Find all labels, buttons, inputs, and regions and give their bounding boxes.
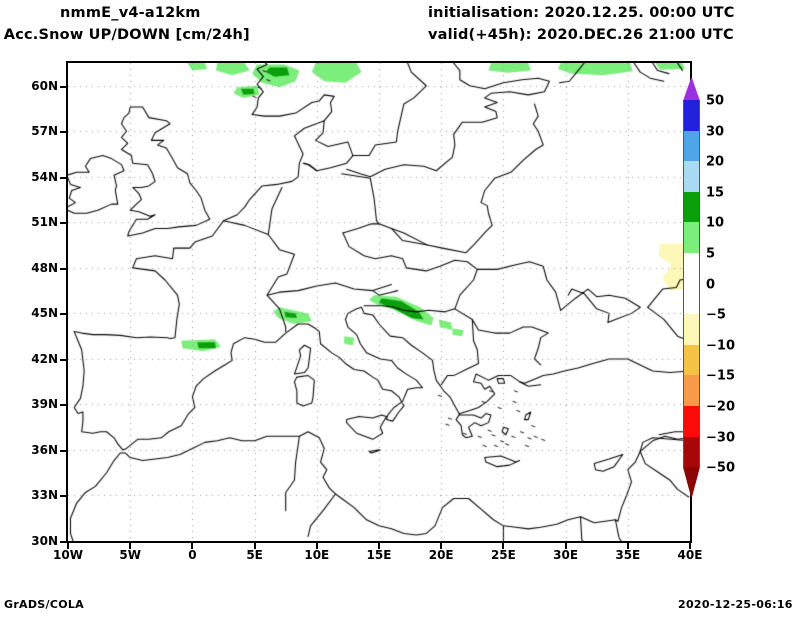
timestamp-label: 2020-12-25-06:16	[678, 598, 793, 611]
colorbar-tick-label: 20	[706, 154, 725, 170]
colorbar-segment	[683, 161, 700, 192]
colorbar-segment	[683, 405, 700, 437]
colorbar-tick-label: 10	[706, 215, 725, 231]
x-axis-tick-label: 30E	[553, 548, 579, 562]
colorbar	[683, 100, 700, 468]
y-axis-tick	[60, 313, 66, 316]
x-axis-tick-label: 10E	[304, 548, 330, 562]
x-axis-tick	[315, 543, 318, 549]
colorbar-tick-label: 50	[706, 93, 725, 109]
y-axis-tick	[60, 541, 66, 543]
colorbar-tick-label: 15	[706, 185, 725, 201]
y-axis-tick-label: 51N	[31, 215, 58, 230]
producer-label: GrADS/COLA	[4, 598, 84, 611]
x-axis-tick	[626, 543, 629, 549]
x-axis-tick-label: 40E	[677, 548, 703, 562]
x-axis-tick	[253, 543, 256, 549]
valid-time-label: valid(+45h): 2020.DEC.26 21:00 UTC	[428, 27, 734, 43]
x-axis-tick	[502, 543, 505, 549]
y-axis-tick	[60, 222, 66, 225]
x-axis-tick-label: 20E	[428, 548, 454, 562]
colorbar-top-arrow	[683, 78, 700, 101]
colorbar-segment	[683, 344, 700, 376]
y-axis-tick-label: 48N	[31, 260, 58, 275]
x-axis-tick-label: 15E	[366, 548, 392, 562]
colorbar-tick-label: −50	[706, 460, 735, 476]
colorbar-tick-label: −5	[706, 307, 726, 323]
model-name-label: nmmE_v4-a12km	[60, 5, 201, 21]
x-axis-tick-label: 10W	[53, 548, 83, 562]
colorbar-tick-label: −15	[706, 368, 735, 384]
colorbar-tick-label: 0	[706, 277, 716, 293]
x-axis-tick-label: 35E	[615, 548, 641, 562]
colorbar-segment	[683, 130, 700, 162]
field-name-label: h Acc.Snow UP/DOWN [cm/24h]	[0, 27, 250, 43]
y-axis-tick	[60, 131, 66, 134]
colorbar-segment	[683, 314, 700, 345]
initialisation-label: initialisation: 2020.12.25. 00:00 UTC	[428, 5, 735, 21]
colorbar-segment	[683, 436, 700, 468]
y-axis-tick	[60, 358, 66, 361]
y-axis-tick	[60, 449, 66, 452]
y-axis-tick-label: 39N	[31, 397, 58, 412]
y-axis-tick-label: 60N	[31, 78, 58, 93]
x-axis-tick	[564, 543, 567, 549]
colorbar-segment	[683, 375, 700, 406]
x-axis-tick-label: 5W	[119, 548, 141, 562]
colorbar-segment	[683, 252, 700, 284]
map-gridline-layer	[68, 63, 690, 541]
colorbar-tick-label: 30	[706, 124, 725, 140]
x-axis-tick	[129, 543, 132, 549]
x-axis-tick	[378, 543, 380, 549]
x-axis-tick-label: 0	[188, 548, 197, 562]
x-axis-tick	[440, 543, 443, 549]
colorbar-tick-label: −30	[706, 430, 735, 446]
colorbar-segment	[683, 222, 700, 253]
colorbar-segment	[683, 191, 700, 223]
y-axis-tick-label: 45N	[31, 306, 58, 321]
y-axis-tick	[60, 267, 66, 270]
y-axis-tick-label: 54N	[31, 169, 58, 184]
y-axis-tick	[60, 404, 66, 407]
y-axis-tick-label: 42N	[31, 351, 58, 366]
y-axis-tick-label: 30N	[31, 534, 58, 548]
y-axis-tick	[60, 176, 66, 179]
x-axis-tick	[67, 543, 69, 549]
x-axis-tick	[191, 543, 194, 549]
colorbar-segment	[683, 283, 700, 315]
colorbar-segment	[683, 100, 700, 131]
colorbar-tick-label: 5	[706, 246, 716, 262]
x-axis-tick	[689, 543, 691, 549]
y-axis-tick-label: 57N	[31, 124, 58, 139]
colorbar-tick-label: −20	[706, 399, 735, 415]
colorbar-bottom-arrow	[683, 467, 700, 498]
y-axis-tick	[60, 495, 66, 498]
y-axis-tick-label: 33N	[31, 488, 58, 503]
x-axis-tick-label: 5E	[246, 548, 263, 562]
map-plot-area	[66, 61, 692, 543]
y-axis-tick	[60, 85, 66, 88]
x-axis-tick-label: 25E	[490, 548, 516, 562]
y-axis-tick-label: 36N	[31, 442, 58, 457]
colorbar-tick-label: −10	[706, 338, 735, 354]
